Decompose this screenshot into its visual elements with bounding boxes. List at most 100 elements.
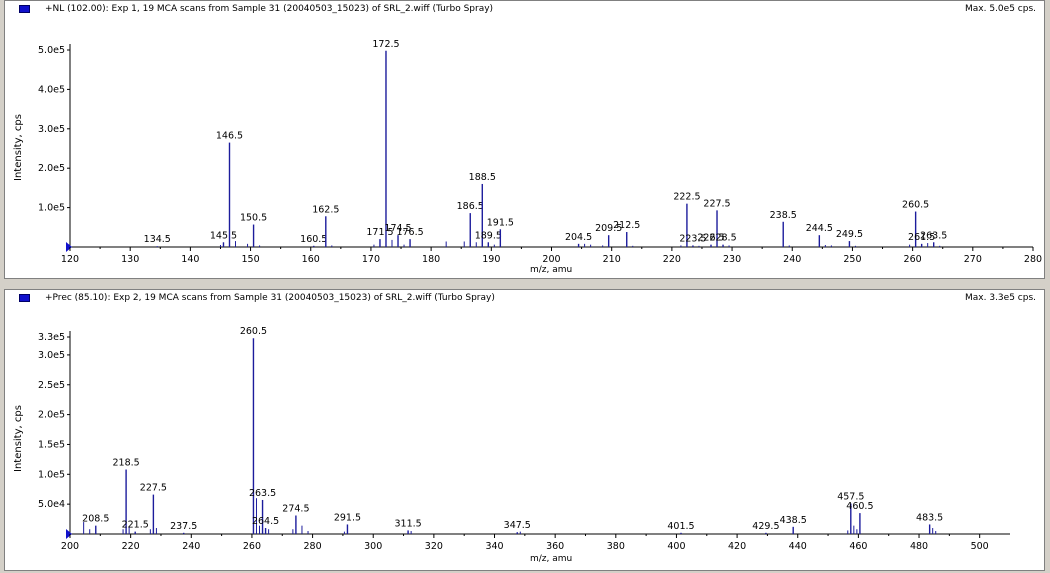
x-tick-label: 200 — [61, 541, 79, 552]
x-tick-label: 320 — [425, 541, 443, 552]
x-tick-label: 230 — [723, 254, 741, 265]
x-tick-label: 240 — [783, 254, 801, 265]
origin-marker-icon — [66, 242, 72, 252]
spectrum-panel-1: +NL (102.00): Exp 1, 19 MCA scans from S… — [4, 0, 1045, 279]
max-intensity-label: Max. 5.0e5 cps. — [965, 4, 1036, 14]
peak-label: 429.5 — [752, 521, 779, 532]
peak-label: 457.5 — [837, 492, 864, 503]
x-tick-label: 170 — [362, 254, 380, 265]
experiment-title: +Prec (85.10): Exp 2, 19 MCA scans from … — [45, 293, 495, 303]
x-axis-label: m/z, amu — [530, 554, 573, 564]
peak-label: 145.5 — [210, 230, 237, 241]
peak-label: 291.5 — [334, 512, 361, 523]
y-tick-label: 3.3e5 — [38, 332, 65, 343]
max-intensity-label: Max. 3.3e5 cps. — [965, 293, 1036, 303]
y-tick-label: 5.0e5 — [38, 45, 65, 56]
peak-label: 174.5 — [384, 223, 411, 234]
peak-label: 222.5 — [673, 192, 700, 203]
peak-label: 226.5 — [697, 233, 724, 244]
peak-label: 171.5 — [366, 227, 393, 238]
series-color-marker — [19, 5, 30, 13]
peak-label: 134.5 — [144, 234, 171, 245]
x-tick-label: 190 — [482, 254, 500, 265]
y-tick-label: 2.0e5 — [38, 163, 65, 174]
x-tick-label: 270 — [964, 254, 982, 265]
panel-header: +Prec (85.10): Exp 2, 19 MCA scans from … — [5, 290, 1044, 308]
spectrum-plot: 120 130 140 150 160 170 180 190 200 210 220 230 240 2… — [38, 39, 1042, 265]
spectrum-plot: 200 220 240 260 280 300 320 340 360 380 400 420 440 4… — [38, 326, 1010, 552]
peak-label: 263.5 — [249, 488, 276, 499]
peak-label: 274.5 — [282, 503, 309, 514]
peak-label: 176.5 — [396, 227, 423, 238]
peak-label: 228.5 — [709, 233, 736, 244]
y-tick-label: 5.0e4 — [38, 499, 65, 510]
peak-label: 263.5 — [920, 230, 947, 241]
peak-label: 401.5 — [667, 521, 694, 532]
peak-label: 189.5 — [475, 230, 502, 241]
peak-label: 227.5 — [140, 483, 167, 494]
peak-label: 237.5 — [170, 521, 197, 532]
peak-label: 209.5 — [595, 223, 622, 234]
y-tick-label: 3.0e5 — [38, 124, 65, 135]
x-tick-label: 120 — [61, 254, 79, 265]
peak-label: 460.5 — [846, 501, 873, 512]
x-tick-label: 440 — [789, 541, 807, 552]
peak-label: 191.5 — [487, 217, 514, 228]
y-tick-label: 1.0e5 — [38, 203, 65, 214]
x-tick-label: 220 — [663, 254, 681, 265]
peak-label: 260.5 — [240, 326, 267, 337]
peak-label: 162.5 — [312, 204, 339, 215]
peak-label: 238.5 — [770, 210, 797, 221]
x-tick-label: 180 — [422, 254, 440, 265]
x-tick-label: 150 — [241, 254, 259, 265]
peak-label: 227.5 — [703, 198, 730, 209]
x-tick-label: 280 — [1024, 254, 1042, 265]
spectrum-panel-2: +Prec (85.10): Exp 2, 19 MCA scans from … — [4, 289, 1045, 571]
x-tick-label: 380 — [607, 541, 625, 552]
x-axis-label: m/z, amu — [530, 265, 573, 275]
peak-label: 212.5 — [613, 220, 640, 231]
x-tick-label: 500 — [971, 541, 989, 552]
x-tick-label: 280 — [304, 541, 322, 552]
x-tick-label: 260 — [243, 541, 261, 552]
peak-label: 249.5 — [836, 229, 863, 240]
peak-label: 260.5 — [902, 200, 929, 211]
peak-label: 188.5 — [469, 172, 496, 183]
x-tick-label: 400 — [667, 541, 685, 552]
x-tick-label: 480 — [910, 541, 928, 552]
y-tick-label: 1.0e5 — [38, 469, 65, 480]
peak-label: 311.5 — [394, 518, 421, 529]
peak-label: 160.5 — [300, 234, 327, 245]
x-tick-label: 360 — [546, 541, 564, 552]
panel-header: +NL (102.00): Exp 1, 19 MCA scans from S… — [5, 1, 1044, 19]
peak-label: 186.5 — [457, 201, 484, 212]
y-tick-label: 4.0e5 — [38, 84, 65, 95]
x-tick-label: 340 — [485, 541, 503, 552]
x-tick-label: 200 — [542, 254, 560, 265]
x-tick-label: 210 — [603, 254, 621, 265]
y-tick-label: 2.0e5 — [38, 410, 65, 421]
x-tick-label: 250 — [843, 254, 861, 265]
peak-label: 244.5 — [806, 223, 833, 234]
peak-label: 438.5 — [780, 515, 807, 526]
y-tick-label: 3.0e5 — [38, 350, 65, 361]
x-tick-label: 300 — [364, 541, 382, 552]
x-tick-label: 140 — [181, 254, 199, 265]
x-tick-label: 160 — [302, 254, 320, 265]
y-tick-label: 2.5e5 — [38, 380, 65, 391]
peak-label: 146.5 — [216, 131, 243, 142]
peak-label: 347.5 — [504, 520, 531, 531]
x-tick-label: 130 — [121, 254, 139, 265]
peak-label: 264.5 — [252, 516, 279, 527]
peak-label: 204.5 — [565, 232, 592, 243]
x-tick-label: 460 — [849, 541, 867, 552]
y-tick-label: 1.5e5 — [38, 439, 65, 450]
series-color-marker — [19, 294, 30, 302]
peak-label: 218.5 — [112, 458, 139, 469]
x-tick-label: 420 — [728, 541, 746, 552]
peak-label: 483.5 — [916, 512, 943, 523]
experiment-title: +NL (102.00): Exp 1, 19 MCA scans from S… — [45, 4, 494, 14]
peak-label: 261.5 — [908, 232, 935, 243]
x-tick-label: 240 — [182, 541, 200, 552]
peak-label: 150.5 — [240, 213, 267, 224]
